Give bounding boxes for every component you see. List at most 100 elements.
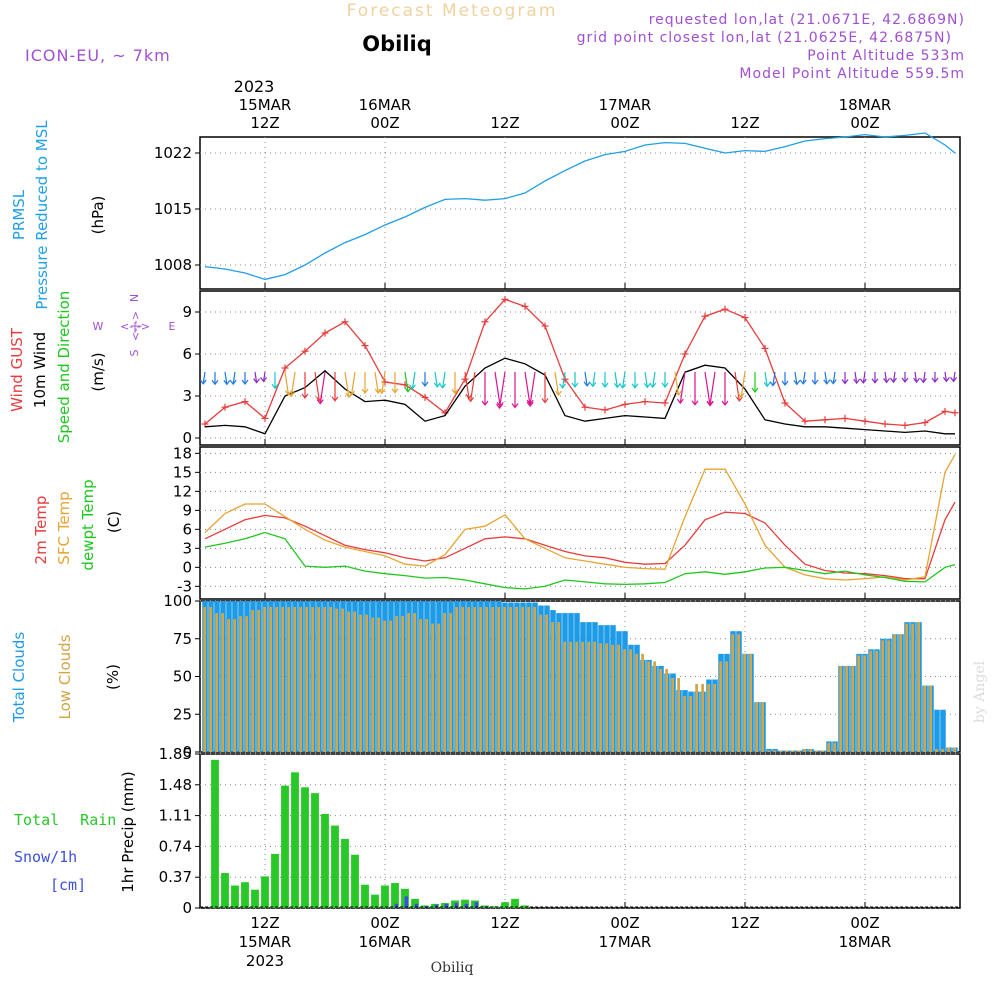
wind-arrow [469, 371, 476, 402]
bar-low-clouds [353, 611, 356, 752]
y-tick-label: 0.74 [159, 837, 192, 855]
compass-rose: N S W E <-|-> <-|-> [93, 294, 176, 357]
wind-arrow [622, 371, 626, 388]
bar-low-clouds [485, 607, 488, 752]
wind-arrowhead [619, 383, 627, 389]
bottom-hour-label: 12Z [490, 914, 519, 932]
snow-legend: Snow/1h [14, 848, 77, 866]
bar-low-clouds [875, 650, 878, 752]
bar-low-clouds [209, 607, 212, 752]
top-date-label: 15MAR [239, 96, 292, 114]
wind-arrowhead [649, 382, 657, 389]
bottom-date-label: 17MAR [599, 933, 652, 951]
model-label: ICON-EU, ~ 7km [25, 46, 171, 65]
bar-low-clouds [545, 614, 548, 752]
bar-low-clouds [299, 607, 302, 752]
bar-low-clouds [575, 641, 578, 752]
top-hour-label: 12Z [730, 114, 759, 132]
bar-low-clouds [371, 617, 374, 752]
t2m-label: 2m Temp [32, 496, 50, 565]
y-tick-label: 1.48 [159, 776, 192, 794]
wind-arrowhead [871, 378, 879, 384]
pressure-labels: PRMSL Pressure Reduced to MSL (hPa) [10, 120, 107, 310]
bar-low-clouds [317, 607, 320, 752]
bar-low-clouds [515, 607, 518, 752]
y-tick-label: 3 [182, 387, 192, 405]
top-hour-label: 00Z [370, 114, 399, 132]
wind-arrow [284, 371, 290, 395]
wind-arrowhead [674, 390, 682, 396]
wind-arrow [884, 371, 888, 383]
bottom-hour-label: 00Z [370, 914, 399, 932]
series-line-10m-wind [204, 357, 955, 435]
wind-arrow [832, 371, 836, 384]
bar-low-clouds [203, 607, 206, 752]
compass-ew-arrow: <-|-> [120, 320, 150, 333]
bar-low-clouds [779, 750, 782, 752]
y-tick-label: 3 [182, 539, 192, 557]
wind-arrowhead [331, 396, 339, 402]
bar-low-clouds [281, 607, 284, 752]
bar-rain [331, 825, 339, 908]
compass-ns-arrow: <-|-> [129, 311, 142, 341]
wind-arrow [592, 371, 596, 387]
bar-low-clouds [917, 622, 920, 752]
bar-rain [251, 889, 259, 908]
wind-arrowhead [613, 382, 621, 389]
bar-rain [301, 787, 309, 908]
bar-low-clouds [455, 607, 458, 752]
wind-arrowhead [408, 384, 416, 390]
top-hour-label: 00Z [850, 114, 879, 132]
y-tick-label: -3 [177, 577, 192, 595]
wind-arrowhead [889, 377, 897, 384]
bar-low-clouds [533, 607, 536, 752]
bar-snow [404, 896, 409, 908]
model-altitude: Model Point Altitude 559.5m [739, 66, 965, 82]
bar-low-clouds [881, 640, 884, 752]
wind-arrowhead [526, 399, 534, 406]
wind-arrowhead [316, 399, 324, 405]
bar-low-clouds [761, 702, 764, 752]
wind-arrowhead [942, 377, 950, 383]
bar-rain [361, 884, 369, 908]
bar-low-clouds [731, 634, 734, 752]
bar-rain [381, 885, 389, 908]
wind-arrowhead [496, 403, 504, 410]
wind-arrow [434, 371, 438, 387]
bar-low-clouds [683, 696, 686, 752]
y-tick-label: 0.37 [159, 868, 192, 886]
wind-arrowhead [271, 383, 279, 390]
bar-rain [501, 902, 509, 908]
wind-arrow [262, 371, 266, 382]
wind-arrowhead [287, 391, 295, 398]
gridpoint-coords: grid point closest lon,lat (21.0625E, 42… [577, 30, 952, 46]
bar-low-clouds [887, 640, 890, 752]
bar-low-clouds [491, 607, 494, 752]
rain-legend: Total Rain [14, 811, 116, 829]
bar-low-clouds [743, 653, 746, 752]
wind-arrow [764, 371, 768, 387]
wind-arrowhead [913, 377, 921, 384]
bar-low-clouds [923, 685, 926, 752]
snow-unit-legend: [cm] [50, 876, 86, 894]
bar-low-clouds [311, 607, 314, 752]
y-tick-label: 100 [163, 592, 192, 610]
bar-low-clouds [851, 665, 854, 752]
bar-low-clouds [773, 750, 776, 752]
y-tick-label: 9 [182, 303, 192, 321]
bar-rain [341, 838, 349, 908]
bar-low-clouds [269, 607, 272, 752]
wind-arrowhead [829, 379, 837, 385]
wind-arrowhead [691, 400, 699, 406]
bar-low-clouds [503, 607, 506, 752]
wind-arrowhead [301, 393, 309, 399]
bar-low-clouds [581, 641, 584, 752]
bar-low-clouds [863, 655, 866, 752]
wind-arrow [892, 371, 896, 383]
wind-arrowhead [223, 379, 231, 386]
bar-low-clouds [647, 661, 650, 752]
wind-arrowhead [229, 379, 237, 386]
wind-arrow [614, 371, 618, 388]
